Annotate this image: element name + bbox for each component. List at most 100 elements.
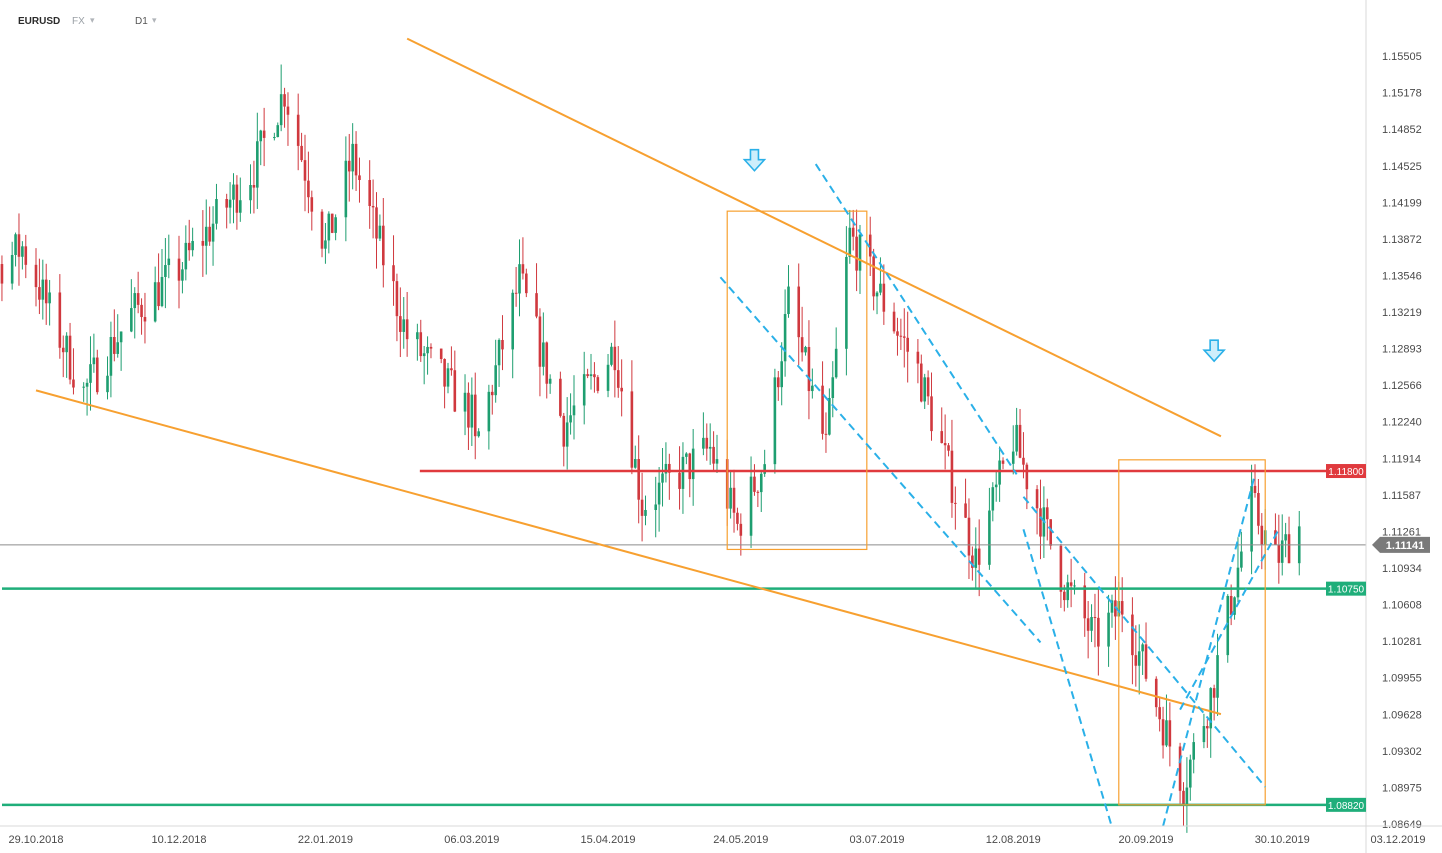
- y-tick-label: 1.13872: [1382, 234, 1422, 246]
- candle-body: [1161, 719, 1165, 746]
- candle-body: [967, 517, 971, 556]
- y-axis-background: [1366, 0, 1442, 853]
- candle-body: [24, 246, 28, 265]
- candle-body: [439, 348, 443, 360]
- candle-body: [1134, 655, 1138, 666]
- timeframe-label[interactable]: D1: [135, 16, 148, 27]
- candle-body: [375, 207, 378, 239]
- candle-body: [654, 504, 658, 510]
- range-box: [726, 210, 868, 551]
- candle-body: [463, 392, 467, 412]
- candle-body: [1001, 460, 1005, 464]
- candle-body: [1165, 720, 1168, 746]
- range-box: [1118, 459, 1266, 806]
- candle-body: [1039, 508, 1042, 537]
- candle-body: [940, 431, 944, 444]
- candle-body: [65, 335, 68, 353]
- candle-body: [712, 446, 715, 464]
- candle-body: [276, 125, 280, 138]
- y-tick-label: 1.14852: [1382, 124, 1422, 136]
- candle-body: [821, 385, 824, 434]
- candle-body: [354, 143, 358, 176]
- candle-body: [998, 460, 1001, 485]
- y-tick-label: 1.08649: [1382, 819, 1422, 831]
- candle-body: [490, 391, 494, 396]
- timeframe-dropdown-icon[interactable]: ▾: [152, 15, 157, 25]
- candle-body: [971, 555, 974, 568]
- candle-body: [1233, 597, 1236, 615]
- candle-body: [487, 391, 491, 432]
- candle-body: [1182, 790, 1185, 806]
- candle-body: [235, 184, 239, 213]
- x-tick-label: 12.08.2019: [986, 834, 1041, 846]
- y-tick-label: 1.09302: [1382, 746, 1422, 758]
- candle-body: [38, 287, 41, 300]
- candle-body: [48, 292, 51, 304]
- candle-body: [824, 433, 828, 435]
- candle-body: [160, 276, 164, 307]
- candle-body: [21, 246, 24, 257]
- candle-body: [1018, 424, 1022, 458]
- candle-body: [756, 491, 760, 493]
- candle-body: [473, 394, 477, 437]
- candle-body: [443, 359, 446, 387]
- candle-body: [330, 213, 334, 233]
- candle-body: [402, 319, 406, 332]
- candle-body: [892, 311, 896, 332]
- candle-body: [845, 256, 848, 349]
- candle-body: [446, 368, 450, 387]
- candle-body: [1107, 612, 1110, 647]
- candle-body: [1206, 726, 1209, 729]
- y-tick-label: 1.10934: [1382, 563, 1422, 575]
- symbol-label[interactable]: EURUSD: [18, 16, 61, 27]
- market-dropdown-icon[interactable]: ▾: [90, 15, 95, 25]
- candle-body: [613, 346, 617, 371]
- candle-body: [661, 473, 664, 483]
- candle-body: [926, 377, 930, 397]
- candle-body: [518, 264, 521, 294]
- candle-body: [1073, 585, 1076, 587]
- candle-body: [10, 254, 14, 284]
- y-tick-label: 1.12240: [1382, 417, 1422, 429]
- candle-body: [300, 145, 303, 161]
- candle-body: [702, 437, 705, 449]
- candle-body: [691, 448, 695, 480]
- candle-body: [1059, 545, 1063, 592]
- candle-body: [143, 317, 147, 322]
- candle-body: [477, 431, 480, 437]
- candle-body: [593, 374, 596, 378]
- candle-body: [1216, 655, 1219, 698]
- candle-body: [851, 227, 855, 237]
- candle-body: [715, 459, 719, 464]
- candle-body: [296, 114, 300, 146]
- candle-body: [133, 293, 137, 309]
- candle-body: [535, 293, 538, 317]
- candle-body: [685, 453, 688, 457]
- candle-body: [902, 336, 906, 338]
- candle-body: [1131, 614, 1134, 656]
- candle-body: [378, 225, 382, 239]
- candle-body: [395, 281, 399, 317]
- candle-body: [1253, 485, 1257, 493]
- candle-body: [1110, 600, 1114, 613]
- candle-body: [569, 415, 572, 423]
- candle-body: [616, 370, 620, 388]
- candle-body: [191, 240, 194, 251]
- candle-body: [811, 385, 814, 392]
- candle-body: [855, 236, 858, 271]
- candle-body: [85, 382, 89, 387]
- candle-body: [964, 503, 967, 518]
- current-price-text: 1.11141: [1386, 540, 1425, 552]
- market-label[interactable]: FX: [72, 16, 85, 27]
- candle-body: [392, 265, 395, 282]
- y-tick-label: 1.15505: [1382, 51, 1422, 63]
- candle-body: [286, 106, 290, 115]
- y-tick-label: 1.11914: [1382, 453, 1421, 465]
- x-tick-label: 03.07.2019: [850, 834, 905, 846]
- candle-body: [916, 351, 920, 364]
- candle-body: [351, 143, 354, 172]
- candle-body: [977, 548, 981, 565]
- candle-body: [994, 484, 998, 488]
- candle-body: [797, 286, 801, 338]
